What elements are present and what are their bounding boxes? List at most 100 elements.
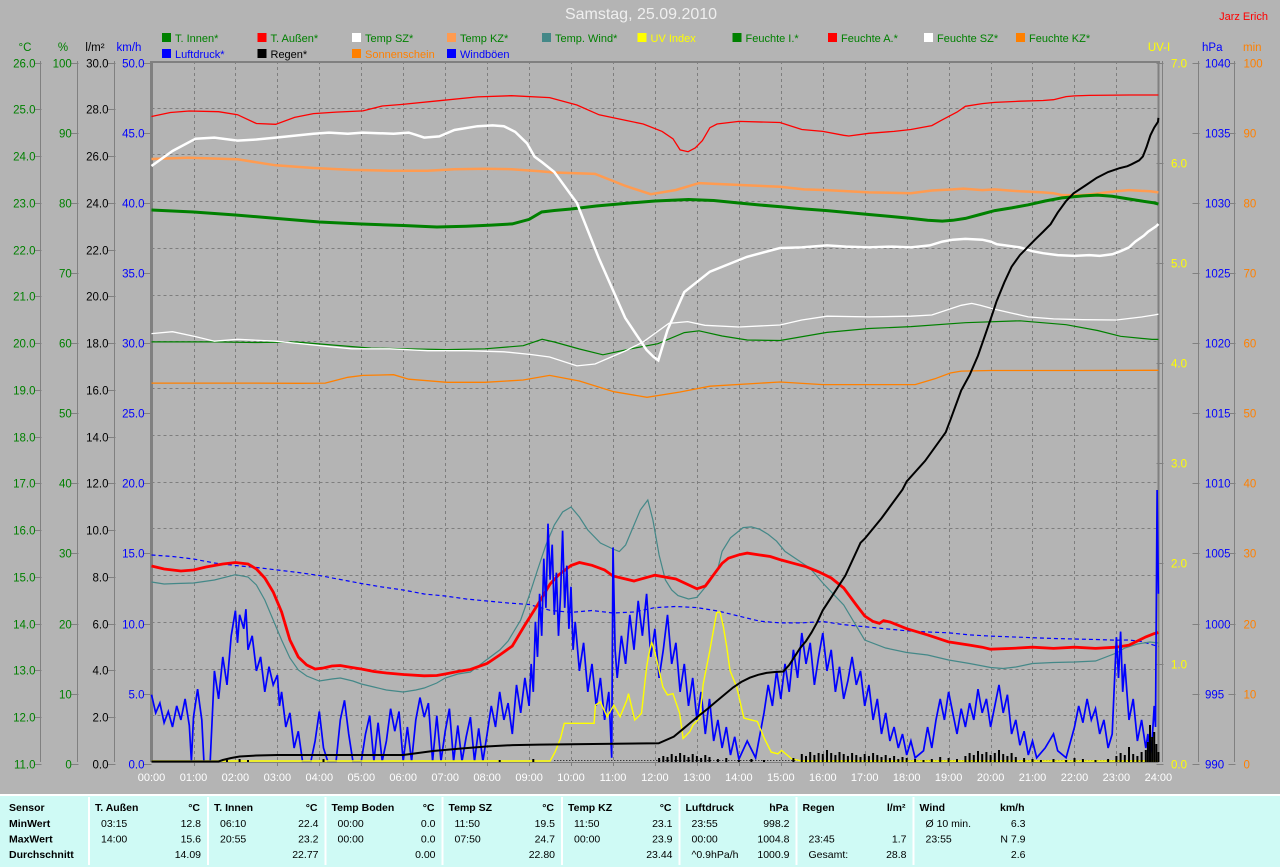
svg-text:40: 40: [1244, 479, 1257, 491]
svg-text:28.0: 28.0: [86, 105, 108, 117]
svg-text:02:00: 02:00: [222, 772, 250, 784]
svg-text:4.0: 4.0: [1171, 359, 1187, 371]
svg-text:Temp SZ*: Temp SZ*: [365, 33, 414, 45]
svg-text:17.0: 17.0: [13, 479, 35, 491]
svg-text:19:00: 19:00: [935, 772, 963, 784]
svg-text:1025: 1025: [1205, 269, 1231, 281]
svg-text:23.9: 23.9: [652, 834, 673, 846]
svg-text:10.0: 10.0: [86, 526, 108, 538]
svg-text:22.0: 22.0: [86, 246, 108, 258]
svg-text:11:50: 11:50: [574, 818, 600, 830]
svg-text:0.0: 0.0: [421, 818, 436, 830]
svg-text:19.5: 19.5: [535, 818, 556, 830]
svg-text:1000: 1000: [1205, 620, 1231, 632]
svg-text:min: min: [1243, 42, 1262, 54]
svg-text:03:15: 03:15: [101, 818, 127, 830]
svg-text:Temp KZ*: Temp KZ*: [460, 33, 509, 45]
svg-text:10: 10: [1244, 690, 1257, 702]
svg-text:23:45: 23:45: [809, 834, 835, 846]
svg-text:Ø 10 min.: Ø 10 min.: [926, 818, 972, 830]
svg-text:23.2: 23.2: [298, 834, 319, 846]
svg-text:22.77: 22.77: [292, 849, 318, 861]
svg-text:10.0: 10.0: [122, 620, 144, 632]
svg-text:°C: °C: [542, 802, 554, 814]
svg-text:30: 30: [59, 549, 72, 561]
svg-text:30: 30: [1244, 549, 1257, 561]
svg-text:l/m²: l/m²: [85, 42, 104, 54]
svg-text:20: 20: [59, 620, 72, 632]
svg-text:1.7: 1.7: [892, 834, 907, 846]
svg-text:1004.8: 1004.8: [757, 834, 789, 846]
svg-text:20:55: 20:55: [220, 834, 246, 846]
svg-text:70: 70: [59, 269, 72, 281]
svg-text:00:00: 00:00: [692, 834, 718, 846]
svg-text:998.2: 998.2: [763, 818, 789, 830]
svg-text:1005: 1005: [1205, 549, 1231, 561]
svg-text:4.0: 4.0: [93, 666, 109, 678]
svg-text:20.0: 20.0: [13, 339, 35, 351]
svg-text:0.0: 0.0: [129, 760, 145, 772]
svg-text:20.0: 20.0: [86, 292, 108, 304]
svg-text:Temp. Wind*: Temp. Wind*: [555, 33, 618, 45]
svg-text:00:00: 00:00: [574, 834, 600, 846]
svg-text:22.4: 22.4: [298, 818, 319, 830]
svg-text:40: 40: [59, 479, 72, 491]
svg-text:20.0: 20.0: [122, 479, 144, 491]
svg-text:13:00: 13:00: [683, 772, 711, 784]
svg-text:UV Index: UV Index: [651, 33, 697, 45]
svg-text:°C: °C: [19, 42, 32, 54]
svg-text:00:00: 00:00: [338, 834, 364, 846]
svg-text:hPa: hPa: [1202, 42, 1223, 54]
svg-text:Feuchte I.*: Feuchte I.*: [746, 33, 800, 45]
svg-text:21.0: 21.0: [13, 292, 35, 304]
svg-text:6.0: 6.0: [1171, 159, 1187, 171]
svg-text:1020: 1020: [1205, 339, 1231, 351]
svg-text:80: 80: [1244, 199, 1257, 211]
svg-text:°C: °C: [306, 802, 318, 814]
svg-text:°C: °C: [660, 802, 672, 814]
svg-text:UV-I: UV-I: [1148, 42, 1170, 54]
svg-text:Feuchte KZ*: Feuchte KZ*: [1029, 33, 1091, 45]
svg-text:2.0: 2.0: [93, 713, 109, 725]
svg-text:23:55: 23:55: [926, 834, 952, 846]
svg-text:24.7: 24.7: [535, 834, 556, 846]
svg-text:90: 90: [59, 129, 72, 141]
svg-text:20: 20: [1244, 620, 1257, 632]
svg-text:Temp SZ: Temp SZ: [449, 802, 493, 814]
svg-text:2.6: 2.6: [1011, 849, 1026, 861]
svg-text:15.0: 15.0: [122, 549, 144, 561]
svg-text:23.1: 23.1: [652, 818, 673, 830]
svg-text:Sensor: Sensor: [9, 802, 45, 814]
svg-text:6.0: 6.0: [93, 620, 109, 632]
svg-text:1040: 1040: [1205, 59, 1231, 71]
svg-text:00:00: 00:00: [138, 772, 166, 784]
svg-text:Feuchte SZ*: Feuchte SZ*: [937, 33, 999, 45]
svg-text:60: 60: [1244, 339, 1257, 351]
svg-text:l/m²: l/m²: [887, 802, 906, 814]
svg-text:20:00: 20:00: [977, 772, 1005, 784]
svg-text:995: 995: [1205, 690, 1224, 702]
svg-text:T. Innen*: T. Innen*: [175, 33, 219, 45]
svg-text:07:00: 07:00: [431, 772, 459, 784]
svg-text:15:00: 15:00: [767, 772, 795, 784]
svg-text:12:00: 12:00: [641, 772, 669, 784]
svg-text:1010: 1010: [1205, 479, 1231, 491]
svg-text:2.0: 2.0: [1171, 559, 1187, 571]
svg-text:50: 50: [59, 409, 72, 421]
svg-text:23:55: 23:55: [692, 818, 718, 830]
svg-text:MinWert: MinWert: [9, 818, 51, 830]
svg-text:0.00: 0.00: [415, 849, 436, 861]
svg-text:25.0: 25.0: [122, 409, 144, 421]
svg-text:30.0: 30.0: [122, 339, 144, 351]
svg-text:100: 100: [53, 59, 72, 71]
svg-text:11:50: 11:50: [455, 818, 481, 830]
svg-text:8.0: 8.0: [93, 573, 109, 585]
svg-text:01:00: 01:00: [180, 772, 208, 784]
svg-text:24.0: 24.0: [86, 199, 108, 211]
svg-text:00:00: 00:00: [338, 818, 364, 830]
svg-text:18:00: 18:00: [893, 772, 921, 784]
svg-text:1015: 1015: [1205, 409, 1231, 421]
svg-text:Durchschnitt: Durchschnitt: [9, 849, 74, 861]
svg-text:1030: 1030: [1205, 199, 1231, 211]
svg-text:7.0: 7.0: [1171, 59, 1187, 71]
